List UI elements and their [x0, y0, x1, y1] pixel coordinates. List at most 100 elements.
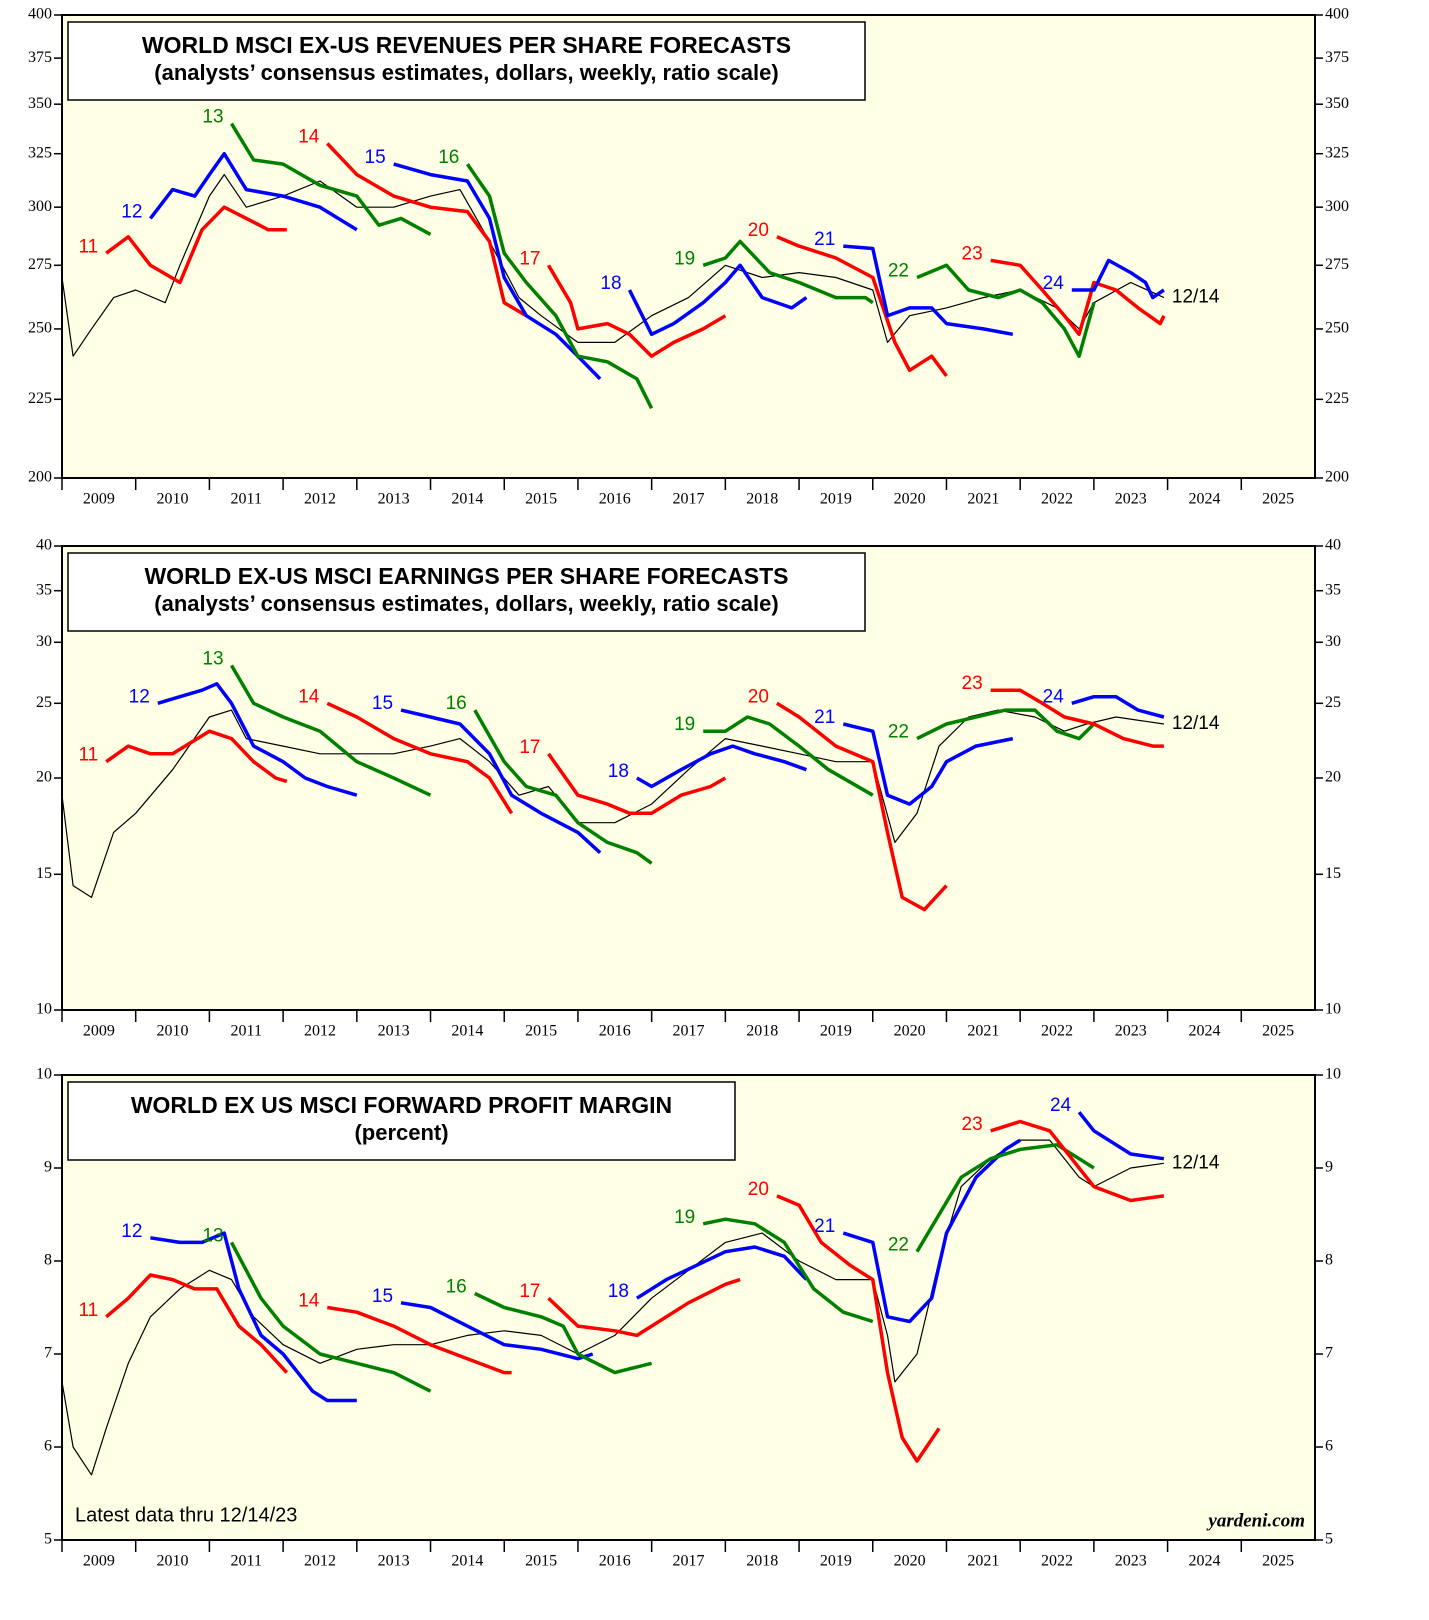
y-tick-label-right: 350	[1325, 95, 1349, 112]
y-tick-label-right: 7	[1325, 1345, 1333, 1362]
x-tick-label: 2024	[1188, 1553, 1220, 1570]
x-tick-label: 2014	[451, 1553, 483, 1570]
x-tick-label: 2017	[673, 491, 705, 508]
series-label: 11	[78, 745, 98, 766]
y-tick-label-right: 30	[1325, 633, 1341, 650]
series-line	[326, 701, 514, 815]
chart-title: WORLD MSCI EX-US REVENUES PER SHARE FORE…	[142, 32, 791, 58]
x-tick-label: 2012	[304, 491, 336, 508]
series-line	[157, 682, 358, 797]
x-tick-label: 2022	[1041, 1553, 1073, 1570]
y-tick-label: 375	[28, 49, 52, 66]
x-tick-label: 2011	[231, 491, 262, 508]
series-line	[61, 1139, 1164, 1476]
x-tick-label: 2017	[673, 1023, 705, 1040]
series-label: 12/14	[1172, 287, 1220, 308]
x-tick-label: 2022	[1041, 491, 1073, 508]
x-tick-label: 2013	[378, 1023, 410, 1040]
y-tick-label: 325	[28, 144, 52, 161]
x-tick-label: 2022	[1041, 1023, 1073, 1040]
x-tick-label: 2009	[83, 491, 115, 508]
y-tick-label: 6	[44, 1438, 52, 1455]
series-label: 13	[202, 648, 223, 669]
y-tick-label: 20	[36, 769, 52, 786]
series-line	[547, 752, 727, 816]
y-tick-label-right: 5	[1325, 1531, 1333, 1548]
series-label: 22	[888, 1235, 909, 1256]
x-tick-label: 2016	[599, 491, 631, 508]
series-label: 19	[674, 714, 695, 735]
series-label: 15	[365, 147, 386, 168]
x-tick-label: 2019	[820, 1553, 852, 1570]
series-label: 16	[446, 1277, 467, 1298]
y-tick-label-right: 10	[1325, 1066, 1341, 1083]
series-label: 24	[1043, 273, 1065, 294]
y-tick-label-right: 9	[1325, 1159, 1333, 1176]
y-tick-label-right: 225	[1325, 390, 1349, 407]
series-line	[229, 664, 432, 797]
series-label: 14	[298, 686, 320, 707]
y-tick-label: 40	[36, 537, 52, 554]
y-tick-label-right: 325	[1325, 144, 1349, 161]
series-label: 12	[121, 1221, 142, 1242]
y-tick-label: 275	[28, 256, 52, 273]
chart-title: WORLD EX US MSCI FORWARD PROFIT MARGIN	[131, 1092, 672, 1118]
series-line	[776, 235, 948, 378]
series-line	[842, 722, 1014, 806]
series-line	[474, 1291, 653, 1375]
series-label: 12	[129, 686, 150, 707]
x-tick-label: 2020	[894, 1023, 926, 1040]
x-tick-label: 2018	[746, 1553, 778, 1570]
y-tick-label: 35	[36, 581, 52, 598]
series-line	[990, 688, 1164, 748]
x-tick-label: 2010	[157, 1023, 189, 1040]
series-label: 12	[121, 201, 142, 222]
series-line	[149, 151, 358, 232]
chart-title: WORLD EX-US MSCI EARNINGS PER SHARE FORE…	[144, 563, 788, 589]
series-label: 15	[372, 1286, 393, 1307]
x-tick-label: 2021	[967, 491, 999, 508]
series-line	[393, 162, 602, 381]
x-tick-label: 2013	[378, 491, 410, 508]
series-line	[843, 244, 1014, 337]
series-line	[1071, 694, 1165, 719]
y-tick-label: 250	[28, 320, 52, 337]
series-line	[105, 1273, 289, 1374]
y-tick-label-right: 200	[1325, 469, 1349, 486]
series-label: 23	[962, 243, 983, 264]
y-tick-label-right: 20	[1325, 769, 1341, 786]
x-tick-label: 2012	[304, 1023, 336, 1040]
series-line	[636, 744, 807, 789]
y-tick-label-right: 400	[1325, 6, 1349, 23]
series-line	[400, 1301, 594, 1361]
x-tick-label: 2010	[157, 491, 189, 508]
series-label: 16	[438, 147, 459, 168]
series-label: 13	[202, 107, 223, 128]
y-tick-label-right: 375	[1325, 49, 1349, 66]
x-tick-label: 2025	[1262, 1023, 1294, 1040]
x-tick-label: 2009	[83, 1023, 115, 1040]
series-label: 20	[748, 686, 769, 707]
y-tick-label-right: 40	[1325, 537, 1341, 554]
y-tick-label-right: 10	[1325, 1001, 1341, 1018]
x-tick-label: 2020	[894, 1553, 926, 1570]
series-label: 19	[674, 1207, 695, 1228]
series-label: 22	[888, 261, 909, 282]
x-tick-label: 2019	[820, 491, 852, 508]
y-tick-label: 15	[36, 865, 52, 882]
series-label: 21	[814, 1216, 835, 1237]
series-line	[915, 1143, 1095, 1253]
series-line	[990, 258, 1166, 337]
y-tick-label-right: 6	[1325, 1438, 1333, 1455]
x-tick-label: 2024	[1188, 491, 1220, 508]
title-box	[67, 21, 866, 101]
series-line	[1077, 1111, 1165, 1161]
y-tick-label: 7	[44, 1345, 52, 1362]
x-tick-label: 2023	[1115, 491, 1147, 508]
x-tick-label: 2025	[1262, 1553, 1294, 1570]
series-line	[105, 205, 287, 285]
series-label: 17	[519, 248, 540, 269]
series-line	[465, 163, 654, 410]
y-tick-label-right: 15	[1325, 865, 1341, 882]
series-label: 20	[748, 220, 769, 241]
